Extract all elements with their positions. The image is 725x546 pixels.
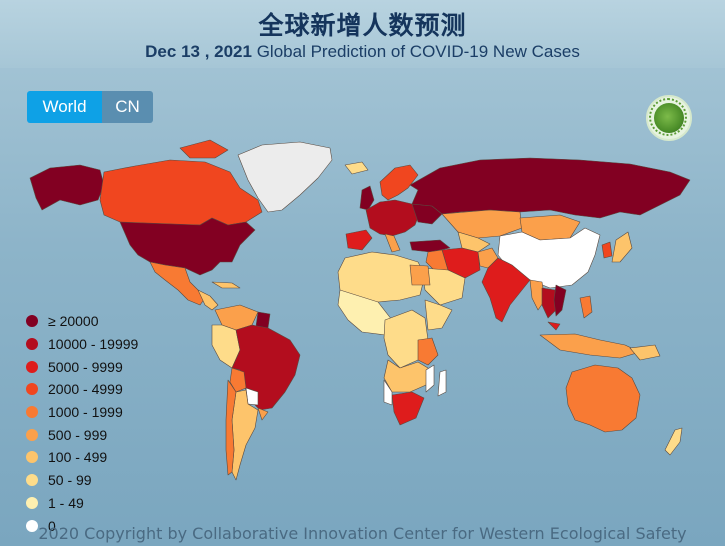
map-region-south-africa[interactable] [391,391,425,426]
legend-label: 1 - 49 [48,494,84,511]
map-region-chile[interactable] [225,379,237,476]
map-region-cuba[interactable] [211,281,241,289]
logo-ring [649,98,687,136]
map-region-madagascar[interactable] [437,369,447,397]
cn-button[interactable]: CN [102,91,153,123]
map-region-alaska[interactable] [29,164,105,211]
map-region-russia[interactable] [409,157,691,219]
map-region-guiana[interactable] [255,311,271,329]
legend-swatch [26,360,38,373]
map-legend: ≥ 20000 10000 - 19999 5000 - 9999 2000 - 49… [26,310,138,537]
map-region-new-zealand[interactable] [664,427,683,456]
map-region-horn-africa[interactable] [424,299,453,331]
region-toggle: World CN [27,91,153,123]
legend-swatch [26,406,38,419]
legend-item[interactable]: ≥ 20000 [26,310,138,333]
legend-label: 50 - 99 [48,472,92,489]
legend-label: 1000 - 1999 [48,404,123,421]
map-region-canada-islands[interactable] [179,139,229,159]
map-region-namibia[interactable] [383,379,393,406]
legend-label: ≥ 20000 [48,313,99,330]
legend-item[interactable]: 10000 - 19999 [26,333,138,356]
map-region-philippines[interactable] [579,295,593,319]
map-region-saudi[interactable] [421,267,466,306]
map-region-canada[interactable] [99,159,263,226]
legend-swatch [26,474,38,487]
map-region-north-africa[interactable] [337,251,426,303]
copyright-footer: 2020 Copyright by Collaborative Innovati… [38,524,687,543]
legend-swatch [26,338,38,351]
page-title: 全球新增人数预测 [258,11,467,40]
subtitle-text: Global Prediction of COVID-19 New Cases [256,42,580,61]
legend-item[interactable]: 100 - 499 [26,446,138,469]
map-region-uk[interactable] [359,185,375,211]
map-region-east-africa[interactable] [417,337,439,366]
legend-item[interactable]: 500 - 999 [26,423,138,446]
map-region-mexico[interactable] [149,261,206,306]
legend-label: 5000 - 9999 [48,358,123,375]
legend-swatch [26,519,38,532]
map-region-usa[interactable] [119,217,256,276]
header-band: 全球新增人数预测 Dec 13 , 2021 Global Prediction… [0,0,725,68]
map-region-central-america[interactable] [197,289,219,311]
map-region-indonesia[interactable] [539,333,641,359]
legend-swatch [26,451,38,464]
map-region-central-asia[interactable] [457,231,491,253]
legend-item[interactable]: 1 - 49 [26,492,138,515]
legend-item[interactable]: 50 - 99 [26,469,138,492]
legend-label: 10000 - 19999 [48,336,139,353]
map-region-vietnam[interactable] [553,284,567,317]
map-region-uruguay[interactable] [257,407,269,421]
world-button[interactable]: World [27,91,102,123]
map-region-europe[interactable] [365,199,421,237]
legend-label: 500 - 999 [48,426,108,443]
legend-swatch [26,315,38,328]
prediction-date: Dec 13 , 2021 [145,42,252,61]
map-region-greenland[interactable] [237,141,333,213]
map-region-australia[interactable] [565,364,641,433]
legend-label: 2000 - 4999 [48,381,123,398]
map-region-malaysia[interactable] [547,321,561,331]
map-region-korea[interactable] [601,241,613,259]
map-region-india[interactable] [481,257,531,323]
map-region-italy[interactable] [384,233,401,253]
map-region-thailand[interactable] [541,287,557,319]
legend-label: 100 - 499 [48,449,108,466]
map-region-kazakhstan[interactable] [441,209,523,239]
center-logo [646,95,692,141]
logo-globe-icon [654,103,684,133]
map-region-iceland[interactable] [344,161,369,175]
legend-label: 0 [48,517,56,534]
map-region-myanmar[interactable] [529,279,546,311]
map-region-japan[interactable] [611,231,633,263]
map-region-egypt[interactable] [409,264,431,286]
map-region-papua[interactable] [629,344,661,361]
legend-swatch [26,428,38,441]
map-region-mozambique[interactable] [425,364,435,393]
legend-swatch [26,496,38,509]
map-region-scandinavia[interactable] [379,164,419,201]
legend-item[interactable]: 2000 - 4999 [26,378,138,401]
map-region-bolivia[interactable] [229,367,247,393]
map-region-west-africa[interactable] [337,289,393,336]
legend-item[interactable]: 0 [26,514,138,537]
legend-item[interactable]: 5000 - 9999 [26,355,138,378]
legend-item[interactable]: 1000 - 1999 [26,401,138,424]
map-region-spain[interactable] [345,229,373,251]
page-subtitle: Dec 13 , 2021 Global Prediction of COVID… [0,42,725,62]
legend-swatch [26,383,38,396]
